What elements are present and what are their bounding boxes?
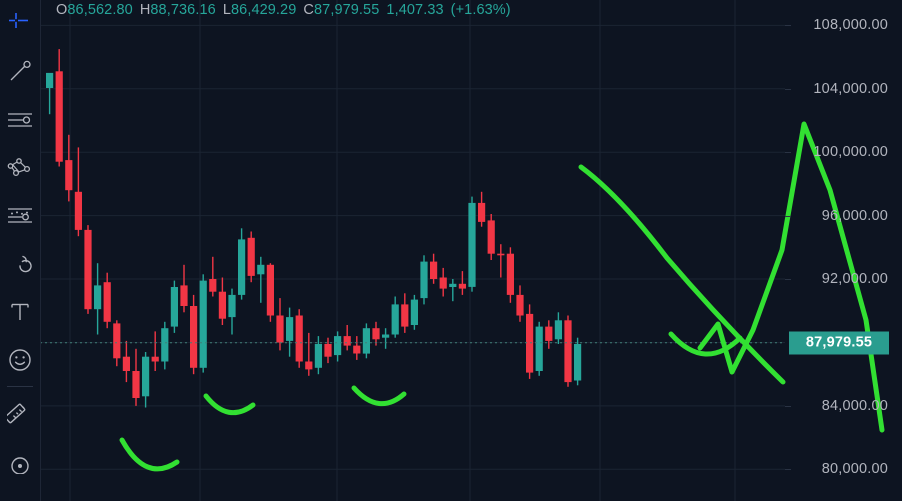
price-tick-mark <box>785 279 791 280</box>
crosshair-tool[interactable] <box>0 0 40 48</box>
trend-line-tool[interactable] <box>0 48 40 96</box>
brush-tool[interactable] <box>0 240 40 288</box>
toolbar-divider <box>7 386 33 387</box>
fib-channel-tool[interactable] <box>0 192 40 240</box>
price-tick-label: 96,000.00 <box>821 207 888 224</box>
price-tick-mark <box>785 215 791 217</box>
current-price-badge: 87,979.55 <box>789 331 889 355</box>
chart-pane[interactable] <box>40 0 902 501</box>
price-tick-label: 80,000.00 <box>821 461 888 478</box>
current-price-line <box>40 342 785 344</box>
drawing-toolbar <box>0 0 41 501</box>
price-tick-mark <box>785 88 791 90</box>
horizontal-lines-tool[interactable] <box>0 96 40 144</box>
price-tick-mark <box>785 152 791 154</box>
candlestick-series <box>46 49 582 408</box>
ohlc-open-value: 86,562.80 <box>67 2 133 18</box>
price-tick-mark <box>785 25 791 27</box>
ohlc-change-pct: (+1.63%) <box>450 2 511 18</box>
price-tick-label: 92,000.00 <box>821 271 888 287</box>
price-axis[interactable]: 87,979.55 108,000.00 104,000.00 100,000.00… <box>785 0 902 501</box>
price-tick-mark <box>785 469 791 471</box>
ohlc-low-value: 86,429.29 <box>230 2 297 18</box>
text-tool[interactable] <box>0 288 40 336</box>
emoji-tool[interactable] <box>0 336 40 384</box>
ohlc-close-value: 87,979.55 <box>313 2 380 18</box>
price-tick-label: 100,000.00 <box>813 144 888 161</box>
ohlc-open-label: O <box>56 2 68 18</box>
magnet-tool[interactable] <box>0 437 40 485</box>
price-tick-label: 84,000.00 <box>821 397 888 414</box>
candlestick-plot <box>40 0 785 501</box>
price-tick-mark <box>785 405 791 407</box>
ohlc-close-label: C <box>303 2 314 18</box>
ohlc-change-abs: 1,407.33 <box>386 2 444 18</box>
ohlc-low-label: L <box>222 2 231 18</box>
measure-tool[interactable] <box>0 389 40 437</box>
ohlc-high-value: 88,736.16 <box>150 2 216 18</box>
pattern-tool[interactable] <box>0 144 40 192</box>
ohlc-legend: O86,562.80 H88,736.16 L86,429.29 C87,979.55… <box>56 0 511 20</box>
ohlc-high-label: H <box>139 2 151 18</box>
price-tick-label: 104,000.00 <box>813 80 888 97</box>
price-tick-label: 108,000.00 <box>813 17 888 34</box>
